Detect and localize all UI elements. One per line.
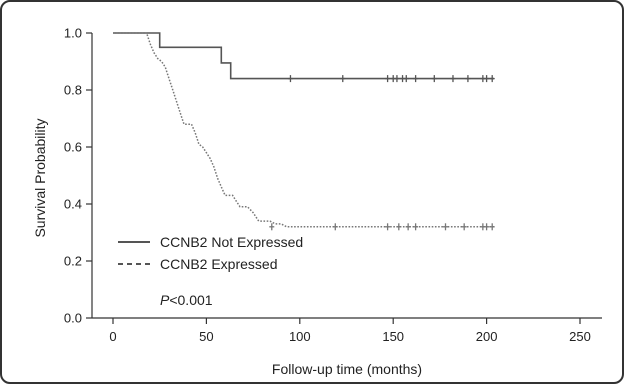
axes [91,33,602,319]
p-value-letter: P [160,292,170,308]
x-tick-label: 250 [569,329,591,344]
series-layer [113,32,495,231]
x-tick-label: 200 [476,329,498,344]
x-tick-label: 100 [289,329,311,344]
y-tick-label: 1.0 [64,26,82,41]
p-value-annotation: P<0.001 [160,292,213,308]
legend-label-not-expressed: CCNB2 Not Expressed [160,234,303,250]
legend-label-expressed: CCNB2 Expressed [160,256,278,272]
y-tick-label: 0.6 [64,140,82,155]
x-ticks: 0 50 100 150 200 250 [109,318,591,344]
legend: CCNB2 Not Expressed CCNB2 Expressed [118,234,303,272]
y-tick-label: 0.8 [64,83,82,98]
y-axis-title: Survival Probability [32,118,48,237]
y-tick-label: 0.2 [64,254,82,269]
p-value-rest: <0.001 [169,292,212,308]
x-tick-label: 50 [199,329,213,344]
series-line-0 [113,32,495,80]
x-tick-label: 150 [382,329,404,344]
y-ticks: 0.0 0.2 0.4 0.6 0.8 1.0 [64,26,92,326]
x-axis-title: Follow-up time (months) [272,361,422,377]
y-tick-label: 0.4 [64,197,82,212]
series-line-1 [113,32,495,228]
y-tick-label: 0.0 [64,311,82,326]
x-tick-label: 0 [109,329,116,344]
